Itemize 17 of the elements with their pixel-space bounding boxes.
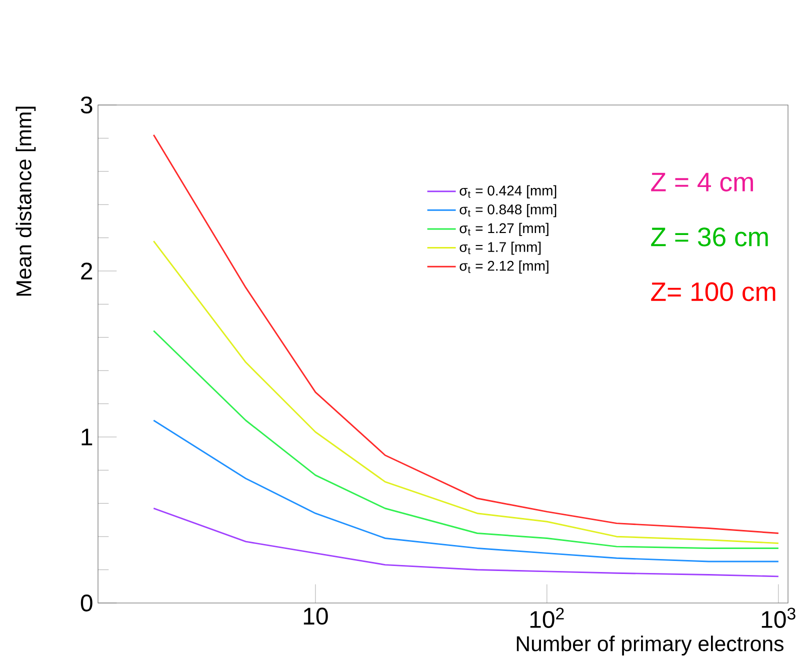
x-tick-label: 10 (304, 608, 328, 625)
x-axis-title: Number of primary electrons (516, 636, 784, 656)
y-tick-label: 2 (81, 262, 92, 280)
legend-label: σ$_{t}$ = 1.7 [mm] (460, 242, 541, 255)
annotation: Z = 36 cm (651, 228, 768, 246)
legend-label: σ$_{t}$ = 0.848 [mm] (460, 204, 556, 218)
legend-label: σ$_{t}$ = 0.424 [mm] (460, 185, 556, 198)
x-tick-label: 10$^{3}$ (762, 608, 796, 628)
x-tick-label: 10$^{2}$ (530, 608, 564, 628)
y-axis-title: Mean distance [mm] (16, 106, 36, 296)
annotation: Z = 4 cm (651, 172, 753, 192)
y-tick-label: 0 (80, 594, 92, 612)
annotation: Z= 100 cm (651, 282, 776, 302)
y-tick-label: 1 (82, 428, 92, 446)
y-tick-label: 3 (80, 96, 92, 114)
legend-label: σ$_{t}$ = 1.27 [mm] (460, 222, 548, 236)
legend-label: σ$_{t}$ = 2.12 [mm] (460, 260, 548, 274)
